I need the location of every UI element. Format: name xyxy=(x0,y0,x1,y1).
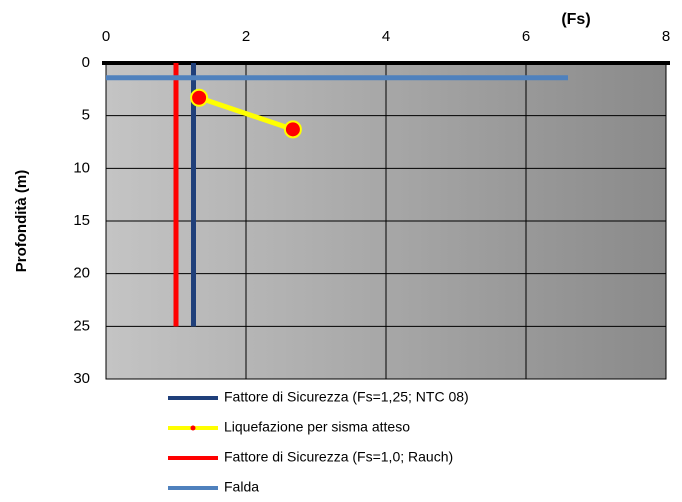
y-tick-label: 25 xyxy=(73,317,90,334)
series-line xyxy=(198,95,294,132)
y-tick-label: 10 xyxy=(73,159,90,176)
y-axis-label: Profondità (m) xyxy=(13,170,30,273)
chart-title: (Fs) xyxy=(561,11,590,28)
legend-marker xyxy=(190,425,196,431)
y-tick-label: 30 xyxy=(73,370,90,387)
legend-label: Liquefazione per sisma atteso xyxy=(224,419,410,435)
y-tick-label: 5 xyxy=(82,107,90,124)
legend-label: Falda xyxy=(224,479,259,495)
y-tick-label: 20 xyxy=(73,265,90,282)
x-tick-label: 4 xyxy=(382,28,390,45)
x-tick-label: 6 xyxy=(522,28,530,45)
marker xyxy=(283,120,302,139)
legend-label: Fattore di Sicurezza (Fs=1,25; NTC 08) xyxy=(224,389,469,405)
y-tick-label: 15 xyxy=(73,212,90,229)
x-tick-label: 2 xyxy=(242,28,250,45)
y-tick-label: 0 xyxy=(82,54,90,71)
x-tick-label: 0 xyxy=(102,28,110,45)
legend-label: Fattore di Sicurezza (Fs=1,0; Rauch) xyxy=(224,449,453,465)
marker xyxy=(190,88,209,107)
x-tick-label: 8 xyxy=(662,28,670,45)
